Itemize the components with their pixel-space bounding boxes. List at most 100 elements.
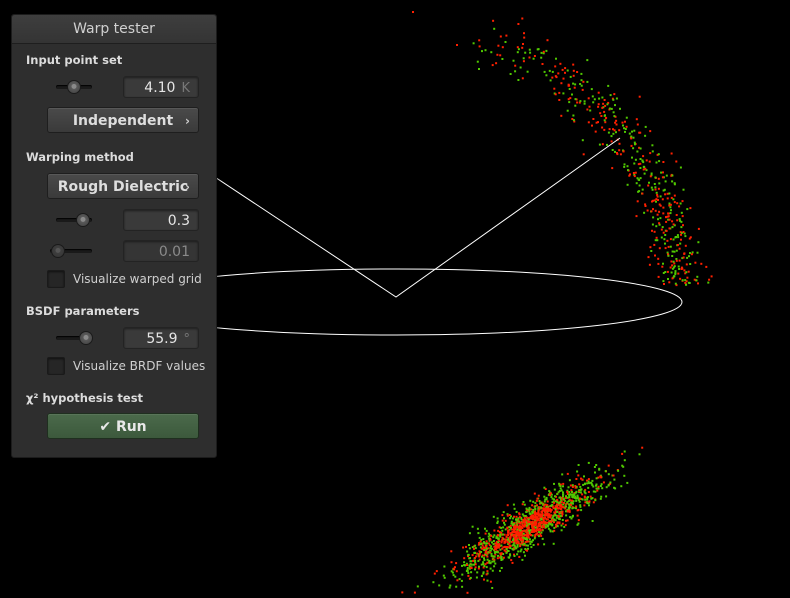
slider-knob[interactable] [79,331,93,345]
secondary-param-slider[interactable] [50,244,92,258]
sample-point [613,129,616,132]
sample-point [609,94,612,97]
sample-point [521,533,524,536]
slider-knob[interactable] [76,213,90,227]
run-button[interactable]: ✔ Run [47,413,199,439]
roughness-field[interactable]: 0.3 [123,209,199,231]
roughness-slider[interactable] [56,213,92,227]
sample-point [673,275,676,278]
sample-point [556,493,559,496]
sample-point [601,96,604,99]
sample-point [564,524,567,527]
sample-point [566,501,569,504]
sample-point [584,498,587,501]
sample-point [521,46,524,49]
secondary-param-field[interactable]: 0.01 [123,240,199,262]
sample-point [576,523,579,526]
sample-point [551,504,554,507]
sample-point [605,116,608,119]
point-type-button[interactable]: Independent › [47,107,199,133]
visualize-brdf-checkbox[interactable] [47,357,65,375]
bsdf-angle-slider[interactable] [56,331,93,345]
sample-point [590,497,593,500]
sample-point [551,516,554,519]
sample-point [533,55,536,57]
sample-point [663,238,666,241]
sample-point [557,517,560,520]
input-point-set-heading: Input point set [26,53,123,67]
sample-point [561,510,564,513]
sample-point [545,521,548,524]
sample-point [654,239,657,242]
slider-knob[interactable] [51,244,65,258]
sample-point [549,516,552,519]
slider-knob[interactable] [67,80,81,94]
point-count-field[interactable]: 4.10 K [123,76,199,98]
sample-point [494,553,497,556]
sample-point [666,270,669,273]
sample-point [501,519,504,522]
sample-point [500,541,503,544]
sample-point [624,130,626,133]
sample-point [509,554,512,557]
sample-point [526,549,529,552]
bsdf-angle-field[interactable]: 55.9 ° [123,327,199,349]
sample-point [486,547,488,550]
sample-point [678,218,681,221]
sample-point [466,568,469,571]
sample-point [662,262,664,265]
sample-point [636,123,639,126]
sample-point [580,477,582,480]
sample-point [550,492,552,495]
visualize-brdf-row[interactable]: Visualize BRDF values [47,357,205,375]
sample-point [527,524,530,527]
sample-point [522,532,525,535]
sample-point [412,11,414,13]
sample-point [455,570,458,573]
sample-point [647,184,650,187]
sample-point [633,175,636,178]
sample-point [567,98,570,101]
sample-point [528,512,531,515]
sample-point [588,504,590,507]
sample-point [556,525,559,528]
sample-point [657,218,659,221]
sample-point [493,545,496,548]
sample-point [561,497,564,500]
sample-point [555,503,558,506]
sample-point [553,511,556,514]
sample-point [443,576,446,579]
sample-point [506,546,509,548]
sample-point [656,153,659,156]
sample-point [541,509,544,512]
sample-point [534,502,537,505]
sample-point [542,517,545,520]
sample-point [650,250,653,252]
warp-method-button[interactable]: Rough Dielectric › [47,173,199,199]
sample-point [674,270,677,273]
sample-point [574,491,577,494]
sample-point [473,563,475,566]
sample-point [544,503,547,506]
sample-point [474,563,477,566]
point-count-slider[interactable] [56,80,92,94]
sample-point [497,537,499,540]
visualize-grid-checkbox[interactable] [47,270,65,288]
sample-point [544,516,547,519]
sample-point [569,484,572,487]
sample-point [538,519,541,522]
sample-point [576,101,579,104]
sample-point [482,563,485,565]
sample-point [435,570,438,573]
sample-point [662,189,665,192]
sample-point [557,502,560,505]
sample-point [527,529,530,531]
sample-point [535,528,538,531]
sample-point [545,74,548,77]
sample-point [482,561,485,564]
sample-point [624,128,627,130]
visualize-grid-row[interactable]: Visualize warped grid [47,270,202,288]
sample-point [590,482,593,485]
sample-point [650,210,653,213]
sample-point [651,223,654,226]
